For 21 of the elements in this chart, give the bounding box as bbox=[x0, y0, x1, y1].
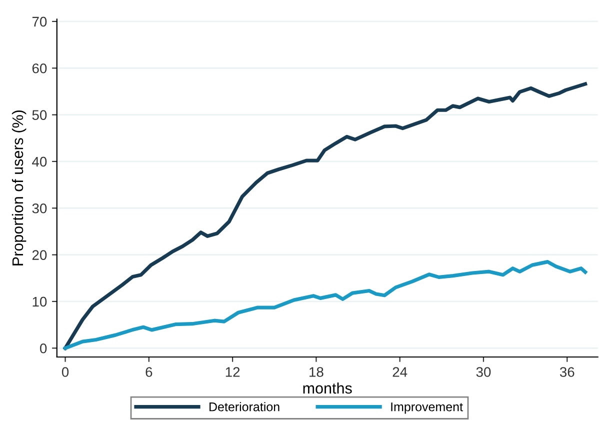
line-series bbox=[63, 260, 588, 350]
y-axis-title: Proportion of users (%) bbox=[12, 110, 26, 266]
y-tick-label: 50 bbox=[32, 110, 47, 120]
legend-label: Improvement bbox=[391, 402, 463, 414]
y-tick-label: 20 bbox=[32, 250, 47, 260]
y-tick-label: 70 bbox=[32, 16, 47, 27]
y-tick-label: 0 bbox=[40, 343, 47, 354]
x-tick-label: 12 bbox=[226, 367, 240, 377]
y-tick-label: 60 bbox=[32, 63, 47, 74]
x-tick-label: 0 bbox=[62, 367, 69, 377]
x-tick-label: 36 bbox=[560, 367, 574, 377]
x-tick-label: 24 bbox=[392, 367, 408, 377]
x-axis-title: months bbox=[303, 382, 352, 394]
y-tick-label: 40 bbox=[32, 156, 47, 167]
y-tick-label: 30 bbox=[32, 203, 47, 214]
x-tick-label: 30 bbox=[476, 367, 491, 377]
x-tick-label: 18 bbox=[310, 367, 324, 377]
line-series bbox=[63, 82, 588, 350]
y-tick-label: 10 bbox=[32, 296, 47, 307]
x-tick-label: 6 bbox=[146, 367, 152, 377]
legend-label: Deterioration bbox=[210, 402, 280, 412]
